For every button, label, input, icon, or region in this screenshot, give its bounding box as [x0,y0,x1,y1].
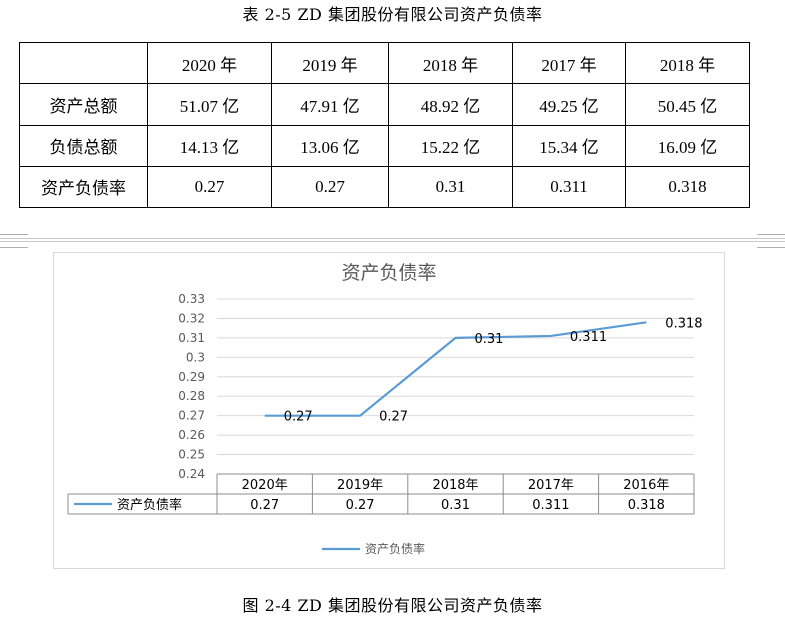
y-tick-label: 0.29 [178,370,205,384]
table-row-total-assets: 资产总额 51.07 亿 47.91 亿 48.92 亿 49.25 亿 50.… [19,83,750,126]
table-cell: 51.07 亿 [147,83,272,126]
chart-frame: 资产负债率 0.33 0.32 0.31 0.3 0.29 0.28 0.27 0.26 0.2… [53,252,725,569]
table-header-cell: 2019 年 [271,41,389,85]
table-header-cell: 2018 年 [388,41,513,85]
x-category-label: 2017年 [528,478,574,493]
table-header-row: 2020 年 2019 年 2018 年 2017 年 2018 年 [19,41,750,85]
debt-ratio-table: 2020 年 2019 年 2018 年 2017 年 2018 年 资产总额 … [19,41,750,209]
table-cell: 0.27 [147,165,272,209]
data-labels: 0.27 0.27 0.31 0.311 0.318 [284,316,703,424]
row-label: 资产负债率 [19,165,148,209]
table-row-total-liabilities: 负债总额 14.13 亿 13.06 亿 15.22 亿 15.34 亿 16.… [19,124,750,167]
chart-title: 资产负债率 [341,262,436,284]
table-cell: 47.91 亿 [271,83,389,126]
y-tick-label: 0.33 [178,292,205,306]
x-category-label: 2018年 [432,478,478,493]
chart-data-table: 2020年 0.27 2019年 0.27 2018年 0.31 2017年 0.311 201… [67,473,695,515]
table-cell: 15.34 亿 [512,124,626,167]
y-tick-label: 0.24 [178,467,205,481]
y-tick-label: 0.31 [178,331,205,345]
table-cell: 0.31 [388,165,513,209]
data-label: 0.27 [284,410,313,425]
figure-caption: 图 2-4 ZD 集团股份有限公司资产负债率 [242,596,543,615]
y-tick-label: 0.27 [178,409,205,423]
table-cell: 49.25 亿 [512,83,626,126]
x-category-label: 2019年 [337,478,383,493]
data-label: 0.311 [570,330,607,345]
data-label: 0.27 [379,410,408,425]
table-caption: 表 2-5 ZD 集团股份有限公司资产负债率 [242,5,543,24]
table-header-cell: 2017 年 [512,41,626,85]
data-label: 0.31 [475,332,504,347]
table-cell: 50.45 亿 [625,83,750,126]
series-line [264,321,647,417]
table-value: 0.318 [628,498,665,513]
x-category-label: 2016年 [623,478,669,493]
table-cell: 0.27 [271,165,389,209]
line-chart: 资产负债率 0.33 0.32 0.31 0.3 0.29 0.28 0.27 0.26 0.2… [67,262,703,556]
y-axis: 0.33 0.32 0.31 0.3 0.29 0.28 0.27 0.26 0.25 0.24 [178,292,205,481]
table-cell: 0.311 [512,165,626,209]
table-header-cell: 2020 年 [147,41,272,85]
y-tick-label: 0.25 [178,448,205,462]
table-row-debt-ratio: 资产负债率 0.27 0.27 0.31 0.311 0.318 [19,165,750,209]
y-tick-label: 0.3 [186,350,205,364]
table-value: 0.27 [346,498,375,513]
table-value: 0.27 [250,498,279,513]
y-tick-label: 0.26 [178,428,205,442]
chart-legend: 资产负债率 [322,541,425,556]
y-tick-label: 0.32 [178,311,205,325]
table-series-name: 资产负债率 [117,497,182,513]
table-value: 0.31 [441,498,470,513]
series-layer [264,321,647,417]
table-cell: 0.318 [625,165,750,209]
table-cell: 13.06 亿 [271,124,389,167]
table-cell: 16.09 亿 [625,124,750,167]
row-label: 负债总额 [19,124,148,167]
row-label: 资产总额 [19,83,148,126]
table-cell: 14.13 亿 [147,124,272,167]
table-header-cell: 2018 年 [625,41,750,85]
page-break-divider [0,234,785,248]
table-cell: 15.22 亿 [388,124,513,167]
table-header-cell [19,41,148,85]
legend-label: 资产负债率 [365,541,425,556]
x-category-label: 2020年 [242,478,288,493]
table-cell: 48.92 亿 [388,83,513,126]
data-label: 0.318 [665,316,702,331]
y-tick-label: 0.28 [178,389,205,403]
table-value: 0.311 [532,498,569,513]
